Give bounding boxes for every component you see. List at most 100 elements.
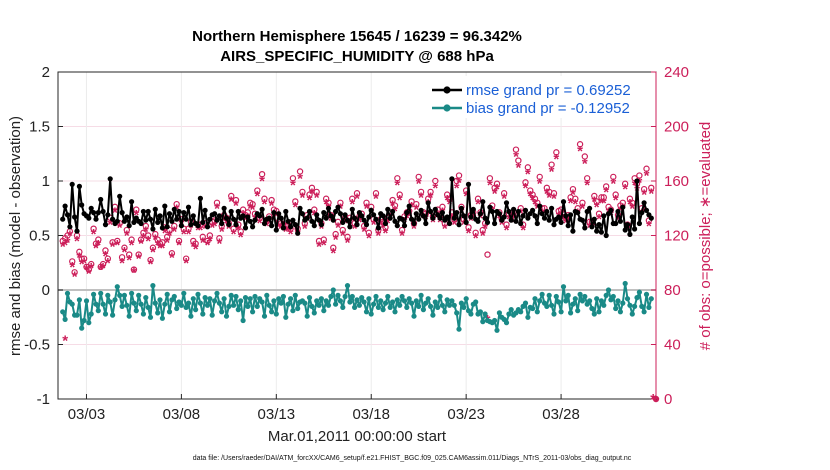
obs-possible-marker — [636, 172, 643, 179]
obs-evaluated-marker: * — [636, 174, 642, 191]
obs-evaluated-marker: * — [107, 217, 113, 234]
x-tick-label: 03/03 — [68, 406, 106, 423]
bias-point — [594, 296, 600, 302]
obs-possible-marker — [114, 237, 121, 245]
bias-point — [556, 299, 562, 305]
rmse-point — [634, 178, 640, 184]
obs-possible-marker — [621, 180, 629, 187]
bias-point — [598, 298, 605, 304]
rmse-point — [162, 203, 168, 209]
bias-point — [563, 298, 569, 304]
bias-point — [344, 283, 351, 289]
obs-possible-marker — [306, 191, 313, 198]
bias-point — [316, 302, 322, 308]
obs-possible-marker — [500, 190, 508, 197]
rmse-point — [575, 210, 581, 216]
rmse-point — [245, 214, 251, 220]
bias-point — [238, 298, 244, 304]
rmse-point — [601, 213, 607, 219]
obs-possible-marker — [593, 198, 600, 205]
obs-evaluated-marker: * — [143, 223, 149, 240]
obs-evaluated-marker: * — [437, 214, 443, 231]
rmse-point — [233, 222, 239, 228]
obs-possible-marker — [465, 224, 472, 231]
bias-point — [624, 296, 631, 302]
obs-evaluated-marker: * — [243, 213, 249, 230]
obs-evaluated-marker: * — [131, 264, 137, 281]
obs-evaluated-marker: * — [164, 234, 170, 251]
obs-possible-marker — [130, 266, 138, 273]
obs-evaluated-marker: * — [525, 166, 531, 183]
obs-possible-marker — [339, 226, 346, 234]
obs-evaluated-marker: * — [183, 255, 189, 272]
obs-evaluated-marker: * — [513, 148, 519, 165]
bias-point — [121, 292, 127, 298]
rmse-point — [107, 176, 113, 182]
obs-evaluated-marker: * — [451, 217, 457, 234]
bias-point — [404, 304, 410, 310]
bias-point — [532, 296, 538, 302]
obs-evaluated-marker: * — [568, 195, 574, 212]
obs-evaluated-marker: * — [290, 177, 296, 194]
rmse-point — [216, 213, 222, 219]
rmse-point — [221, 205, 227, 211]
rmse-point — [404, 210, 410, 216]
bias-point — [174, 305, 180, 312]
bias-point — [492, 317, 498, 324]
obs-evaluated-marker: * — [373, 191, 379, 208]
obs-evaluated-marker: * — [221, 213, 227, 230]
rmse-point — [515, 208, 522, 215]
rmse-point — [556, 214, 562, 220]
obs-possible-marker — [168, 250, 176, 257]
bias-point — [375, 304, 381, 310]
bias-point — [522, 300, 529, 306]
obs-possible-marker — [394, 175, 401, 182]
obs-evaluated-marker: * — [202, 221, 208, 238]
bias-point — [88, 311, 94, 317]
obs-evaluated-marker: * — [366, 230, 372, 247]
obs-evaluated-marker: * — [337, 200, 343, 217]
obs-evaluated-marker: * — [226, 221, 232, 238]
obs-evaluated-marker: * — [307, 192, 313, 209]
obs-evaluated-marker: * — [283, 223, 289, 240]
rmse-point — [399, 216, 405, 222]
obs-possible-marker — [125, 251, 133, 258]
rmse-point — [72, 214, 78, 220]
obs-possible-marker — [579, 199, 586, 206]
bias-point — [235, 307, 241, 313]
obs-possible-marker — [237, 228, 244, 235]
rmse-point — [508, 217, 514, 223]
bias-point — [178, 302, 184, 308]
obs-evaluated-marker: * — [136, 251, 142, 268]
bias-point — [183, 304, 189, 310]
bias-point — [558, 309, 564, 315]
obs-evaluated-marker: * — [79, 256, 85, 273]
bias-point — [290, 308, 296, 314]
bias-point — [98, 290, 104, 296]
rmse-point — [235, 208, 241, 215]
bias-point — [477, 309, 483, 315]
obs-evaluated-marker: * — [572, 196, 578, 213]
bias-point — [406, 296, 412, 302]
bias-point — [439, 302, 445, 308]
obs-possible-marker — [332, 230, 339, 238]
bias-point — [356, 302, 362, 308]
obs-evaluated-marker: * — [646, 218, 652, 235]
rmse-point — [563, 213, 569, 219]
bias-point — [368, 311, 374, 317]
rmse-point — [247, 218, 253, 224]
bias-point — [259, 299, 265, 305]
obs-possible-marker — [493, 180, 501, 187]
bias-point — [228, 292, 234, 298]
obs-evaluated-marker: * — [81, 255, 87, 272]
rmse-point — [506, 208, 512, 215]
obs-evaluated-marker: * — [610, 176, 616, 193]
bias-point — [390, 299, 396, 305]
obs-evaluated-marker: * — [515, 159, 521, 176]
rmse-point — [446, 220, 453, 227]
rmse-point — [565, 223, 571, 229]
rmse-point — [456, 222, 462, 228]
obs-possible-marker — [344, 233, 351, 241]
rmse-point — [342, 212, 348, 218]
series-group — [60, 176, 654, 333]
